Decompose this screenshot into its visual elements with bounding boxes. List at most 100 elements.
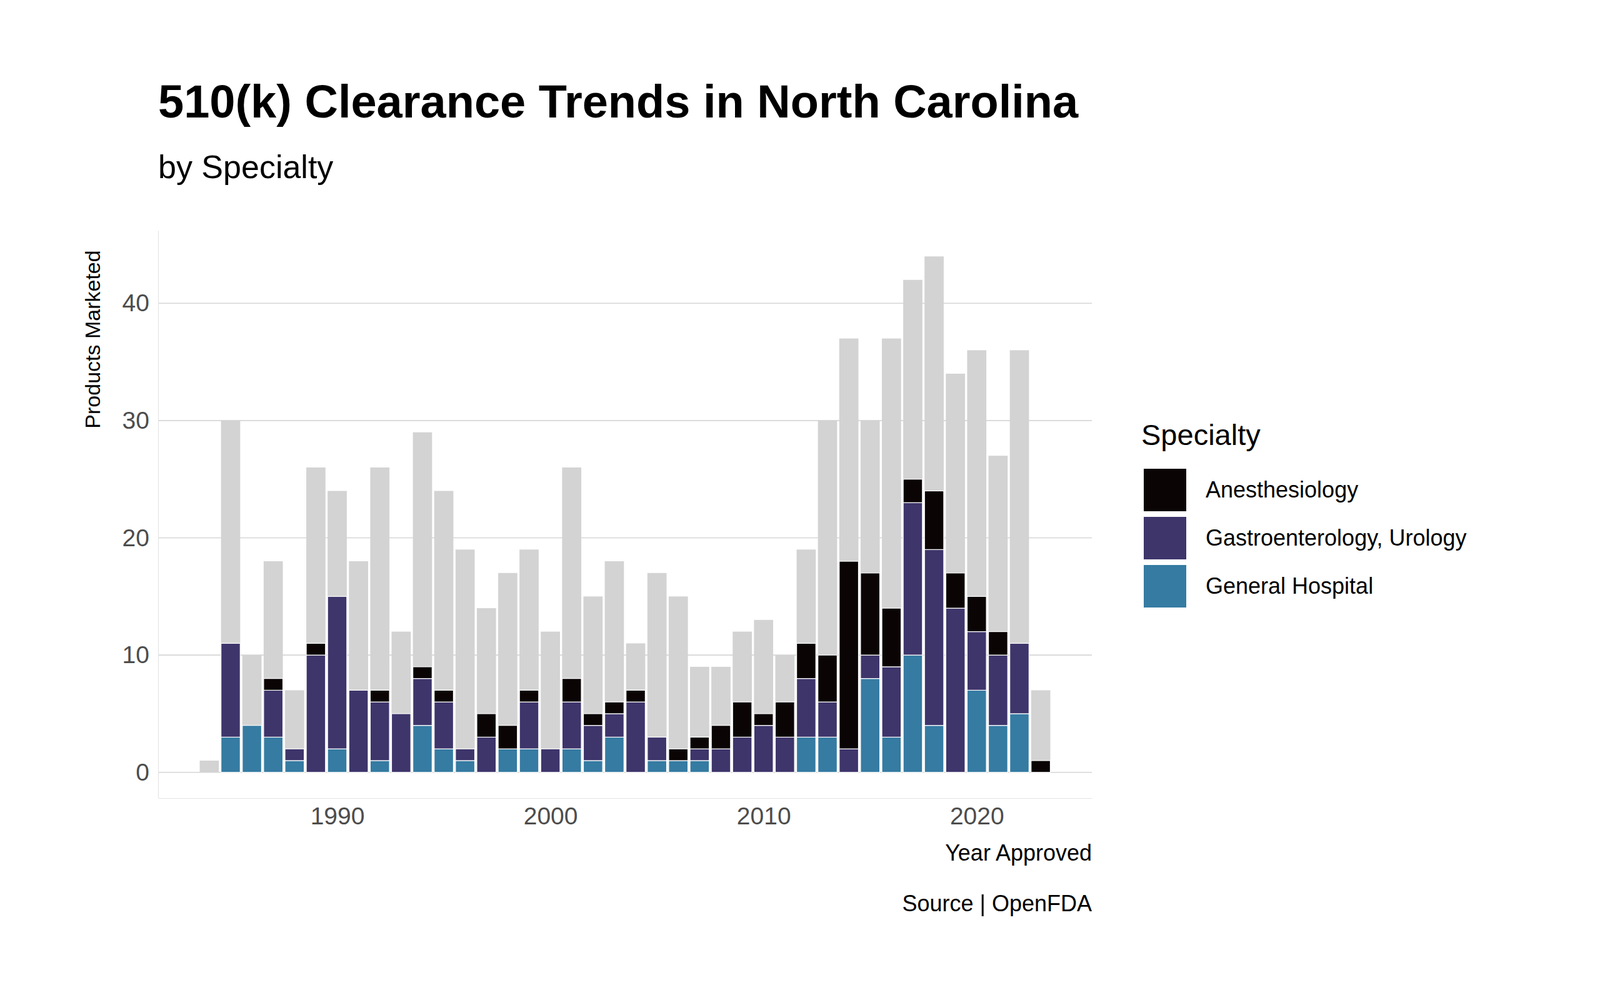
- y-tick: 0: [135, 758, 159, 786]
- total-bar: [583, 596, 603, 772]
- total-bar: [732, 631, 752, 773]
- bar-segment: [221, 643, 241, 737]
- bar-segment: [348, 690, 369, 691]
- bar-segment: [668, 748, 689, 761]
- bar-segment: [818, 701, 838, 737]
- x-tick: 2000: [523, 798, 579, 830]
- bar-segment: [775, 736, 795, 772]
- bar-segment: [391, 713, 412, 714]
- bar-segment: [370, 690, 390, 702]
- total-bar: [839, 338, 859, 773]
- bar-segment: [285, 748, 305, 761]
- bar-segment: [519, 690, 539, 702]
- legend-label: Anesthesiology: [1205, 476, 1359, 503]
- total-bar: [1031, 690, 1051, 772]
- x-tick-label: 2000: [523, 802, 579, 830]
- bar-segment: [455, 748, 475, 761]
- total-bars: [200, 256, 1051, 772]
- bar-segment: [818, 655, 838, 702]
- bar-segment: [690, 748, 710, 761]
- grid: [158, 303, 1092, 772]
- total-bar: [519, 549, 539, 772]
- bar-segment: [413, 666, 433, 679]
- total-bar: [690, 666, 710, 773]
- legend-label: Gastroenterology, Urology: [1205, 525, 1467, 551]
- y-tick: 40: [122, 289, 159, 317]
- subtitle: by Specialty: [158, 148, 334, 185]
- total-bar: [391, 631, 412, 773]
- total-bar: [540, 631, 560, 773]
- x-tick: 2010: [736, 798, 792, 830]
- bar-segment: [605, 713, 625, 738]
- bar-segment: [966, 690, 987, 772]
- total-bar: [242, 655, 262, 773]
- bar-segment: [732, 701, 752, 737]
- bar-segment: [924, 725, 944, 773]
- bar-segment: [796, 643, 817, 679]
- bar-segment: [327, 748, 347, 773]
- bar-segment: [498, 725, 518, 750]
- y-tick-label: 40: [122, 289, 150, 317]
- total-bar: [476, 608, 497, 773]
- bar-segment: [860, 678, 880, 773]
- bar-segment: [605, 701, 625, 714]
- total-bar: [605, 561, 625, 773]
- y-tick-label: 10: [122, 641, 150, 669]
- bar-segment: [753, 713, 774, 726]
- bar-segment: [476, 736, 497, 772]
- total-bar: [860, 420, 880, 773]
- total-bar: [668, 596, 689, 772]
- bar-segment: [1031, 760, 1051, 773]
- total-bar: [903, 280, 923, 773]
- chart: 0102030401990200020102020510(k) Clearanc…: [0, 0, 1600, 1000]
- series-bars: [263, 479, 1051, 773]
- bar-segment: [200, 771, 220, 773]
- bar-segment: [647, 736, 667, 761]
- total-bar: [966, 350, 987, 772]
- bar-segment: [1010, 643, 1030, 714]
- total-bar: [455, 549, 475, 772]
- y-tick-label: 0: [135, 758, 150, 786]
- total-bar: [711, 666, 731, 773]
- legend-label: General Hospital: [1205, 573, 1374, 599]
- bar-segment: [711, 725, 731, 750]
- bar-segment: [839, 748, 859, 773]
- grid-line: [158, 303, 1092, 305]
- bar-segment: [263, 736, 284, 772]
- bar-segment: [391, 713, 412, 773]
- x-tick-label: 2020: [950, 802, 1005, 830]
- bars: [200, 256, 1051, 772]
- bar-segment: [1010, 713, 1030, 773]
- bar-segment: [370, 701, 390, 761]
- bar-segment: [476, 713, 497, 738]
- x-tick: 2020: [950, 798, 1005, 830]
- bar-segment: [561, 748, 582, 773]
- bar-segment: [903, 502, 923, 655]
- total-bar: [413, 432, 433, 773]
- bar-segment: [903, 655, 923, 773]
- bar-segment: [242, 725, 262, 726]
- legend-key: [1143, 564, 1187, 609]
- bar-segment: [540, 748, 560, 750]
- bar-segment: [285, 760, 305, 773]
- x-axis-line: [158, 798, 1093, 799]
- total-bar: [285, 690, 305, 772]
- bar-segment: [519, 748, 539, 773]
- bar-segment: [434, 701, 454, 749]
- bar-segment: [881, 666, 902, 738]
- legend: SpecialtyAnesthesiologyGastroenterology,…: [1141, 418, 1467, 609]
- bar-segment: [221, 643, 241, 644]
- y-tick: 30: [122, 406, 159, 434]
- bar-segment: [945, 608, 965, 773]
- bar-segment: [200, 771, 220, 773]
- bar-segment: [881, 608, 902, 667]
- bar-segment: [796, 678, 817, 738]
- total-bar: [200, 760, 220, 773]
- bar-segment: [561, 701, 582, 749]
- total-bar: [348, 561, 369, 773]
- total-bar: [1010, 350, 1030, 772]
- bar-segment: [881, 736, 902, 772]
- total-bar: [626, 643, 646, 772]
- total-bar: [753, 620, 774, 773]
- total-bar: [370, 467, 390, 773]
